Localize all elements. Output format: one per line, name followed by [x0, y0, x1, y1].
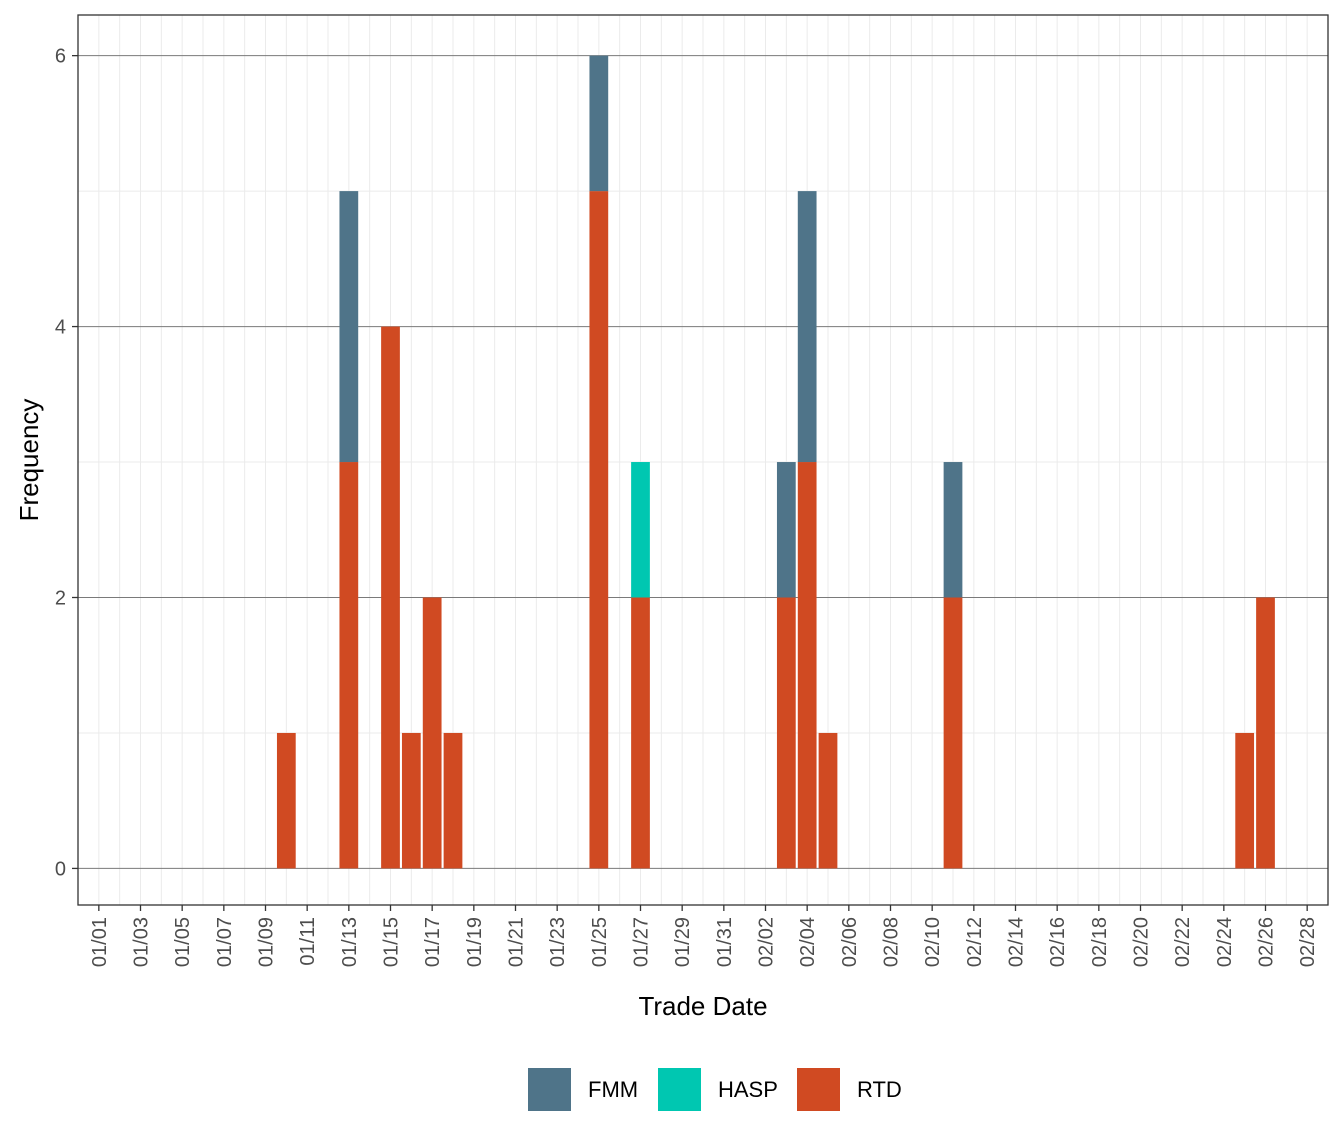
bar-fmm: [589, 55, 609, 192]
x-tick-label: 02/04: [797, 917, 819, 967]
x-tick-label: 02/08: [881, 917, 903, 967]
x-tick-label: 01/07: [214, 917, 236, 967]
x-tick-label: 02/22: [1172, 917, 1194, 967]
legend-key-fmm: [528, 1068, 571, 1111]
x-tick-label: 01/11: [297, 917, 319, 966]
x-tick-label: 02/10: [922, 917, 944, 967]
x-tick-label: 01/31: [714, 917, 736, 967]
bar-fmm: [339, 191, 359, 463]
major-gridlines: [78, 55, 1328, 869]
bar-rtd: [422, 597, 442, 869]
legend-key-hasp: [658, 1068, 701, 1111]
legend-label-fmm: FMM: [588, 1077, 638, 1102]
x-tick-label: 02/18: [1089, 917, 1111, 967]
bar-rtd: [381, 326, 400, 869]
panel-border: [77, 14, 1329, 906]
x-tick-label: 01/19: [464, 917, 486, 967]
y-tick-label: 0: [55, 858, 66, 880]
x-tick-label: 01/27: [631, 917, 653, 967]
y-tick-label: 6: [55, 46, 66, 68]
bar-fmm: [943, 462, 963, 598]
x-tick-label: 01/09: [256, 917, 278, 967]
bars: [276, 55, 1275, 869]
bar-rtd: [776, 597, 796, 869]
x-tick-label: 01/15: [381, 917, 403, 967]
bar-hasp: [631, 462, 650, 598]
bar-rtd: [1235, 732, 1255, 869]
x-tick-label: 01/23: [547, 917, 569, 967]
bar-rtd: [401, 732, 421, 869]
y-axis: 0 2 4 6: [55, 46, 78, 880]
x-tick-label: 02/12: [964, 917, 986, 967]
bar-rtd: [943, 597, 963, 869]
y-axis-title: Frequency: [14, 399, 44, 522]
x-tick-label: 01/03: [131, 917, 153, 967]
bar-rtd: [589, 191, 609, 869]
x-tick-label: 01/29: [672, 917, 694, 967]
x-tick-label: 02/28: [1297, 917, 1319, 967]
x-tick-label: 02/16: [1047, 917, 1069, 967]
bar-rtd: [276, 732, 296, 869]
bar-rtd: [443, 732, 463, 869]
x-axis-title: Trade Date: [638, 991, 767, 1021]
x-tick-label: 01/01: [89, 917, 111, 967]
legend-key-rtd: [797, 1068, 840, 1111]
x-tick-label: 02/06: [839, 917, 861, 967]
legend-label-rtd: RTD: [857, 1077, 902, 1102]
x-tick-label: 01/25: [589, 917, 611, 967]
bar-rtd: [631, 597, 650, 869]
bar-rtd: [1256, 597, 1275, 869]
legend-label-hasp: HASP: [718, 1077, 778, 1102]
minor-gridlines: [78, 15, 1328, 905]
x-tick-label: 01/05: [172, 917, 194, 967]
x-axis: 01/01 01/03 01/05 01/07 01/09 01/11 01/13 01/15…: [89, 905, 1319, 967]
bar-rtd: [797, 462, 817, 869]
x-tick-label: 01/21: [506, 917, 528, 967]
x-tick-label: 02/02: [756, 917, 778, 967]
y-tick-label: 2: [55, 587, 66, 609]
x-tick-label: 02/14: [1006, 917, 1028, 967]
x-tick-label: 01/13: [339, 917, 361, 967]
bar-rtd: [339, 462, 359, 869]
legend: FMM HASP RTD: [528, 1068, 902, 1111]
bar-fmm: [797, 191, 817, 463]
bar-rtd: [818, 732, 838, 869]
x-tick-label: 02/20: [1131, 917, 1153, 967]
x-tick-label: 02/26: [1256, 917, 1278, 967]
bar-fmm: [776, 462, 796, 598]
x-tick-label: 01/17: [422, 917, 444, 967]
y-tick-label: 4: [55, 317, 66, 339]
x-tick-label: 02/24: [1214, 917, 1236, 967]
